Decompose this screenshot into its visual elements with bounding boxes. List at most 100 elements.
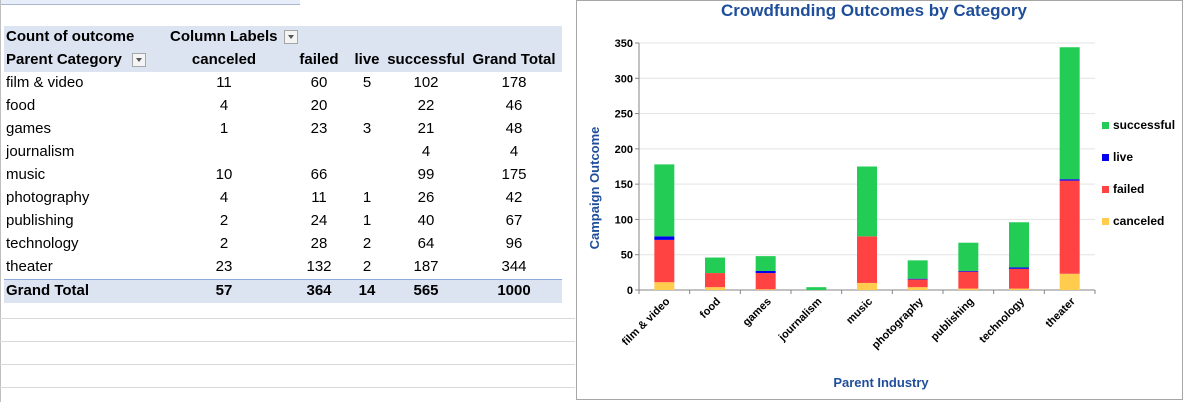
- stacked-bar-chart[interactable]: Crowdfunding Outcomes by Category 0 50 100…: [577, 1, 1182, 399]
- bar-segment-failed[interactable]: [755, 273, 776, 290]
- x-axis-label: Parent Industry: [833, 375, 929, 390]
- cell-canceled: 11: [216, 74, 232, 91]
- bar-segment-canceled[interactable]: [755, 289, 776, 290]
- col-header-failed: failed: [299, 51, 339, 68]
- col-header-successful: successful: [387, 51, 465, 68]
- cell-canceled: 10: [215, 166, 233, 183]
- row-category-label: theater: [6, 258, 53, 275]
- bar-segment-canceled[interactable]: [705, 287, 725, 290]
- cell-failed: 60: [310, 74, 328, 91]
- row-category-label: photography: [6, 189, 90, 206]
- selected-range-strip: [0, 0, 300, 5]
- row-category-label: music: [6, 166, 46, 183]
- sheet-gridline: [0, 341, 575, 342]
- sheet-left-border: [0, 0, 1, 402]
- bar-segment-failed[interactable]: [705, 273, 725, 288]
- cell-successful: 21: [417, 120, 435, 137]
- x-tick-label: music: [844, 296, 875, 327]
- bar-segment-canceled[interactable]: [654, 282, 675, 290]
- bar-segment-failed[interactable]: [958, 271, 979, 289]
- y-axis-label: Campaign Outcome: [587, 127, 602, 250]
- cell-total: 67: [505, 212, 523, 229]
- bar-segment-successful[interactable]: [958, 242, 979, 271]
- grand-total-successful: 565: [413, 282, 439, 299]
- sheet-gridline: [0, 387, 575, 388]
- bar-segment-canceled[interactable]: [1009, 288, 1029, 290]
- cell-failed: 132: [306, 258, 332, 275]
- legend-swatch-failed: [1102, 186, 1109, 193]
- y-tick-label: 250: [615, 109, 633, 121]
- bar-segment-successful[interactable]: [907, 260, 928, 279]
- cell-total: 4: [509, 143, 519, 160]
- row-category-label: technology: [6, 235, 79, 252]
- bar-segment-live[interactable]: [958, 270, 979, 272]
- cell-successful: 64: [417, 235, 435, 252]
- chart-legend[interactable]: successful live failed canceled: [1102, 118, 1175, 228]
- cell-successful: 102: [413, 74, 439, 91]
- bar-segment-successful[interactable]: [705, 257, 725, 274]
- cell-live: 1: [362, 212, 372, 229]
- y-tick-label: 150: [615, 179, 633, 191]
- bar-segment-successful[interactable]: [806, 287, 827, 290]
- legend-swatch-successful: [1102, 122, 1109, 129]
- chart-title: Crowdfunding Outcomes by Category: [721, 1, 1028, 20]
- x-tick-label: photography: [870, 295, 927, 352]
- y-tick-label: 0: [627, 285, 633, 297]
- bar-segment-failed[interactable]: [1009, 268, 1029, 289]
- cell-failed: 23: [310, 120, 328, 137]
- bar-segment-live[interactable]: [1059, 179, 1080, 181]
- bar-segment-failed[interactable]: [857, 236, 877, 283]
- y-tick-label: 350: [615, 38, 633, 50]
- cell-successful: 40: [417, 212, 435, 229]
- grand-total-label: Grand Total: [6, 282, 90, 299]
- parent-category-filter-button[interactable]: [132, 53, 146, 67]
- column-labels-filter-button[interactable]: [284, 30, 298, 44]
- cell-total: 42: [505, 189, 523, 206]
- cell-canceled: 1: [219, 120, 229, 137]
- bar-segment-successful[interactable]: [1059, 47, 1080, 180]
- bar-segment-live[interactable]: [755, 270, 776, 274]
- x-tick-label: film & video: [620, 295, 673, 348]
- col-header-live: live: [354, 51, 380, 68]
- cell-total: 46: [505, 97, 523, 114]
- bar-segment-successful[interactable]: [654, 164, 675, 237]
- bar-segment-canceled[interactable]: [857, 282, 877, 290]
- cell-successful: 4: [421, 143, 431, 160]
- bar-segment-canceled[interactable]: [907, 287, 928, 290]
- pivot-row: film & video 11 60 5 102 178: [4, 72, 562, 95]
- x-tick-label: technology: [977, 295, 1028, 346]
- bar-segment-canceled[interactable]: [1059, 273, 1080, 290]
- cell-canceled: 23: [215, 258, 233, 275]
- bar-segment-live[interactable]: [907, 278, 928, 280]
- cell-live: 2: [362, 235, 372, 252]
- row-category-label: publishing: [6, 212, 74, 229]
- cell-successful: 187: [413, 258, 439, 275]
- cell-failed: 28: [310, 235, 328, 252]
- pivot-row: music 10 66 99 175: [4, 164, 562, 187]
- cell-failed: 66: [310, 166, 328, 183]
- bar-segment-failed[interactable]: [654, 239, 675, 283]
- x-tick-label: games: [741, 296, 774, 329]
- cell-canceled: 2: [219, 235, 229, 252]
- sheet-gridline: [0, 318, 575, 319]
- pivot-row: food 4 20 22 46: [4, 95, 562, 118]
- legend-label-failed: failed: [1113, 182, 1144, 196]
- bar-segment-canceled[interactable]: [958, 288, 979, 290]
- chart-panel[interactable]: Crowdfunding Outcomes by Category 0 50 100…: [576, 0, 1183, 400]
- legend-label-successful: successful: [1113, 118, 1175, 132]
- grand-total-live: 14: [358, 282, 376, 299]
- cell-live: 1: [362, 189, 372, 206]
- bar-segment-failed[interactable]: [907, 279, 928, 288]
- bar-segment-live[interactable]: [1009, 267, 1029, 269]
- parent-category-header: Parent Category: [6, 51, 122, 68]
- bar-segment-live[interactable]: [654, 236, 675, 240]
- x-tick-label: theater: [1043, 295, 1078, 330]
- legend-label-canceled: canceled: [1113, 214, 1164, 228]
- bar-segment-successful[interactable]: [1009, 222, 1029, 268]
- y-tick-label: 100: [615, 214, 633, 226]
- grand-total-failed: 364: [306, 282, 332, 299]
- bar-segment-failed[interactable]: [1059, 180, 1080, 274]
- bar-segment-successful[interactable]: [755, 256, 776, 271]
- row-category-label: journalism: [6, 143, 75, 160]
- bar-segment-successful[interactable]: [857, 166, 877, 237]
